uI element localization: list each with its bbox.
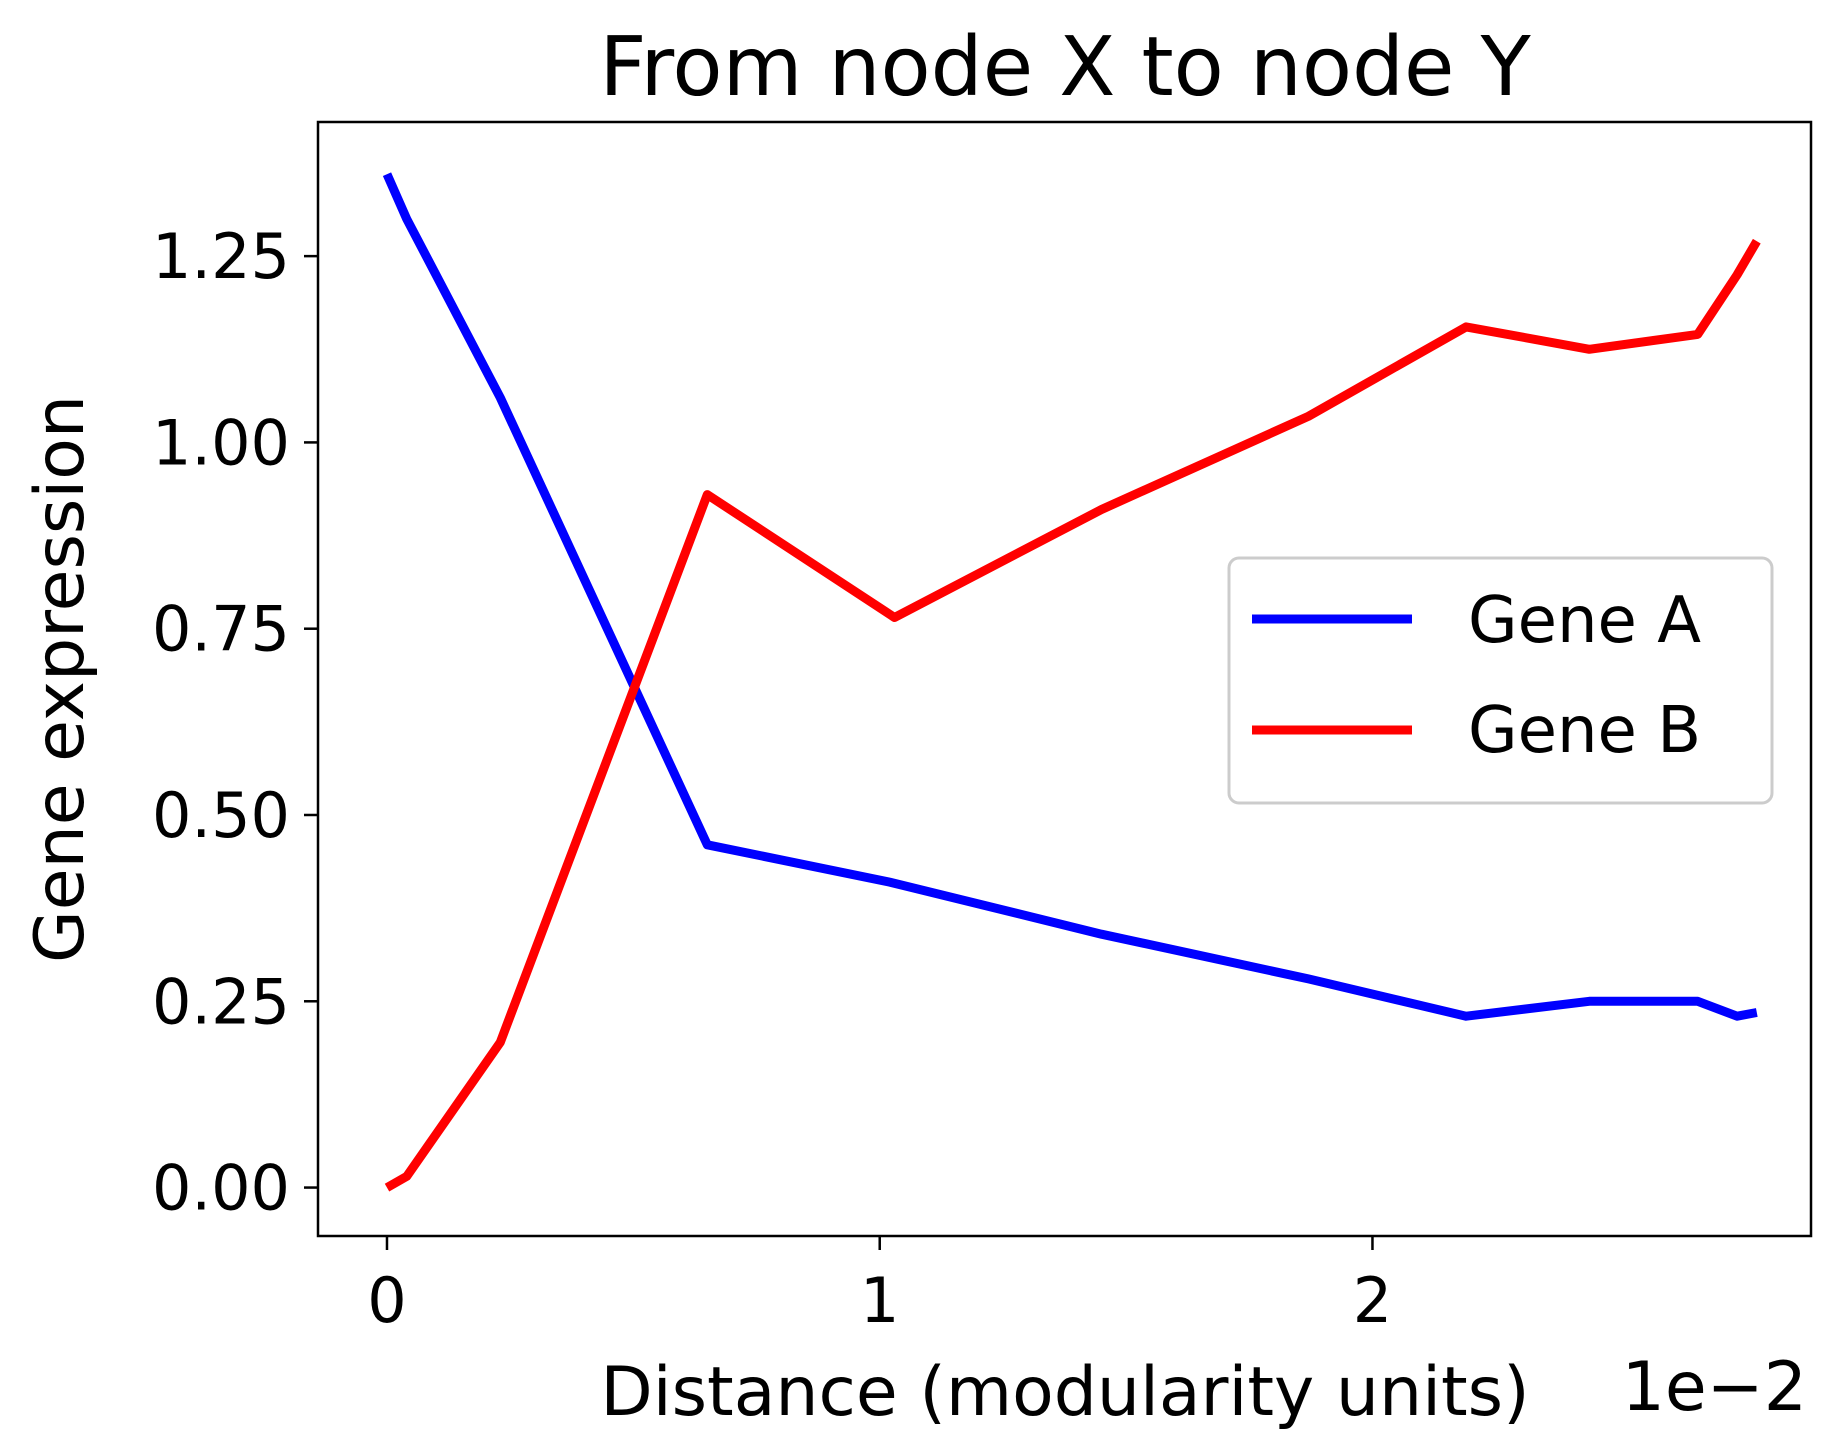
y-tick-label: 1.00 (152, 406, 290, 479)
legend: Gene A Gene B (1227, 556, 1774, 805)
x-axis-label: Distance (modularity units) (600, 1353, 1529, 1432)
legend-label-gene-a: Gene A (1468, 584, 1701, 658)
series-line-gene-a (382, 172, 1758, 1021)
y-tick-label: 0.00 (152, 1152, 290, 1225)
x-tick-label: 2 (1353, 1264, 1392, 1337)
x-tick-label: 0 (367, 1264, 406, 1337)
x-axis-offset-label: 1e−2 (1622, 1348, 1807, 1427)
chart-title: From node X to node Y (599, 20, 1531, 115)
legend-label-gene-b: Gene B (1468, 694, 1701, 768)
series-line-gene-b (384, 238, 1761, 1192)
x-axis: 0 1 2 (367, 1236, 1392, 1337)
plot-frame (316, 120, 1813, 1238)
y-tick-label: 0.75 (152, 593, 290, 666)
y-tick-label: 0.25 (152, 965, 290, 1038)
y-axis: 0.00 0.25 0.50 0.75 1.00 1.25 (152, 220, 318, 1225)
y-tick-label: 1.25 (152, 220, 290, 293)
y-axis-label: Gene expression (21, 395, 100, 963)
plot-area (382, 172, 1761, 1192)
y-tick-label: 0.50 (152, 779, 290, 852)
x-tick-label: 1 (860, 1264, 899, 1337)
